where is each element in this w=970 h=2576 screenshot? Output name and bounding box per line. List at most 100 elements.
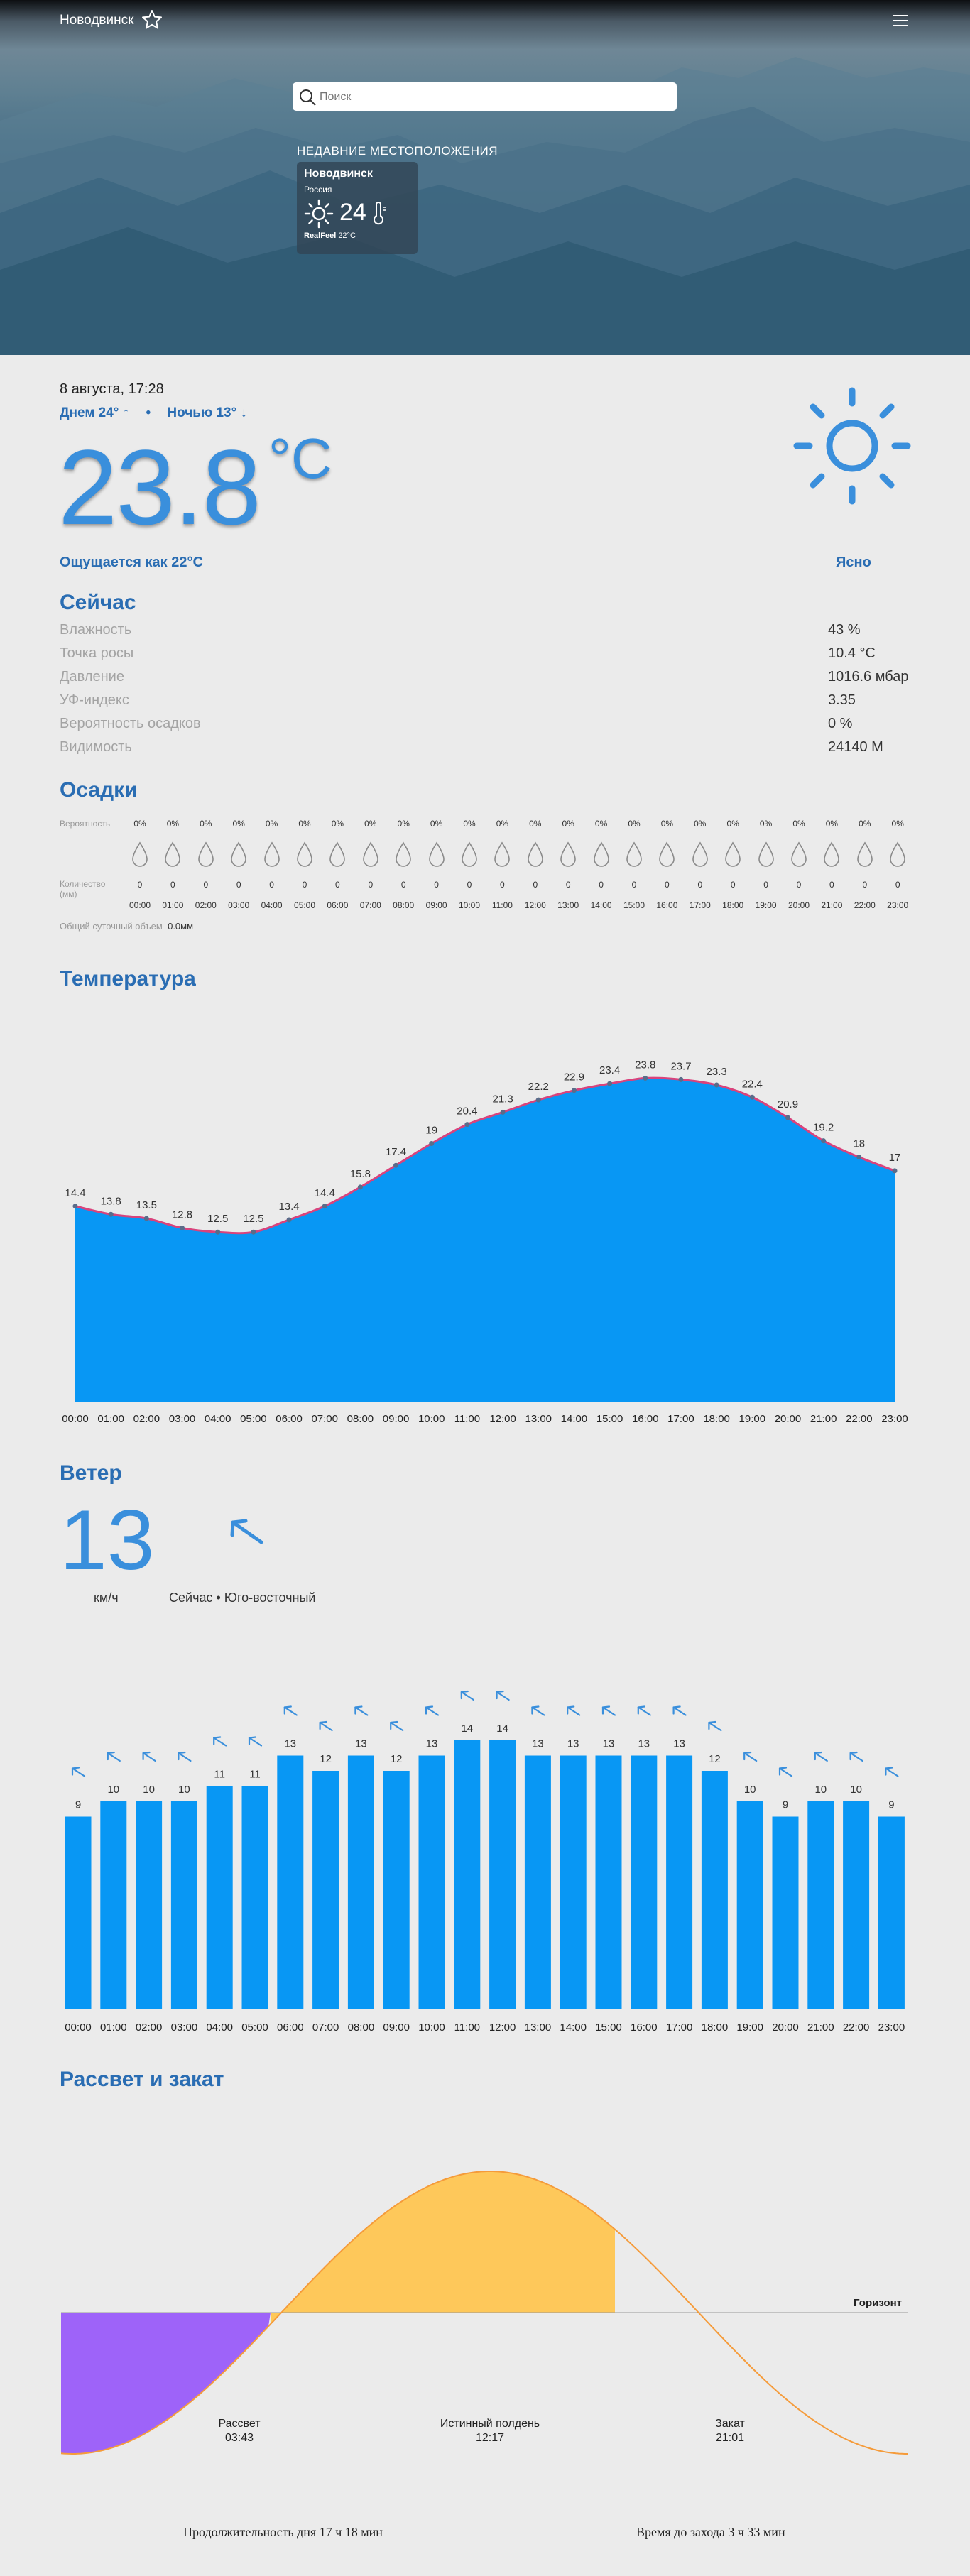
wind-value-label: 13 xyxy=(603,1738,615,1750)
wind-hour-label: 16:00 xyxy=(631,2021,658,2031)
temperature-hour-label: 04:00 xyxy=(205,1413,231,1425)
temperature-hour-label: 20:00 xyxy=(775,1413,802,1425)
temperature-value-label: 12.8 xyxy=(172,1208,192,1221)
temperature-area xyxy=(75,1078,895,1402)
wind-direction-arrow-icon xyxy=(248,1736,263,1747)
wind-hour-label: 10:00 xyxy=(418,2021,445,2031)
raindrop-icon xyxy=(263,841,280,867)
wind-value-label: 10 xyxy=(850,1784,862,1796)
wind-direction-arrow-icon xyxy=(496,1690,510,1701)
sunset-time: 21:01 xyxy=(716,2432,744,2444)
temperature-hour-label: 09:00 xyxy=(383,1413,410,1425)
current-temperature: 23.8 xyxy=(58,427,261,547)
precip-hour: 17:00 xyxy=(689,900,711,910)
temperature-line xyxy=(75,1076,895,1235)
raindrop-icon xyxy=(527,841,543,867)
recent-country: Россия xyxy=(304,185,332,195)
noon-time: 12:17 xyxy=(476,2432,504,2444)
wind-bar xyxy=(170,1801,197,2009)
wind-hour-label: 03:00 xyxy=(171,2021,198,2031)
wind-bar xyxy=(383,1771,410,2009)
precip-hour: 16:00 xyxy=(656,900,678,910)
wind-direction-arrow-icon xyxy=(178,1751,192,1762)
precip-amount: 0 xyxy=(895,880,900,890)
precip-hour: 13:00 xyxy=(557,900,579,910)
raindrop-icon xyxy=(593,841,609,867)
wind-direction-arrow-icon xyxy=(213,1736,227,1747)
recent-locations-title: НЕДАВНИЕ МЕСТОПОЛОЖЕНИЯ xyxy=(297,144,498,158)
raindrop-icon xyxy=(725,841,741,867)
temperature-value-label: 13.8 xyxy=(101,1195,121,1207)
temperature-value-label: 12.5 xyxy=(243,1213,263,1225)
temperature-value-label: 23.4 xyxy=(599,1064,620,1076)
precip-probability: 0% xyxy=(660,819,674,829)
raindrop-icon xyxy=(329,841,346,867)
temperature-hour-label: 11:00 xyxy=(454,1413,480,1425)
wind-hour-label: 06:00 xyxy=(277,2021,304,2031)
temperature-point xyxy=(643,1075,648,1081)
temperature-hour-label: 18:00 xyxy=(703,1413,730,1425)
wind-bar xyxy=(65,1816,92,2009)
precip-probability: 0% xyxy=(694,819,707,829)
raindrop-icon xyxy=(462,841,477,867)
precip-probability: 0% xyxy=(200,819,212,829)
precip-probability: 0% xyxy=(891,819,904,829)
precip-hour: 00:00 xyxy=(129,900,151,910)
wind-direction-arrow-icon xyxy=(743,1751,758,1762)
precip-amount: 0 xyxy=(236,880,241,890)
current-city-name[interactable]: Новодвинск xyxy=(60,13,134,28)
raindrop-icon xyxy=(626,841,642,867)
wind-value-label: 10 xyxy=(814,1784,827,1796)
search-input[interactable] xyxy=(318,87,662,108)
wind-chart: 9 00:00 10 01:00 10 02:00 10 03:00 11 04:00 11 05:0… xyxy=(65,1690,905,2031)
detail-label: Влажность xyxy=(60,622,132,638)
daily-precip: Общий суточный объем 0.0мм xyxy=(60,921,194,932)
wind-hour-label: 23:00 xyxy=(878,2021,905,2031)
detail-value: 3.35 xyxy=(828,692,856,708)
wind-value-label: 13 xyxy=(673,1738,685,1750)
precip-hour: 08:00 xyxy=(393,900,415,910)
precip-amount: 0 xyxy=(599,880,604,890)
wind-direction-arrow-icon xyxy=(425,1705,440,1716)
temperature-hour-label: 00:00 xyxy=(62,1413,89,1425)
temperature-point xyxy=(251,1229,256,1235)
raindrop-icon xyxy=(560,841,576,867)
raindrop-icon xyxy=(231,841,246,867)
precip-hour: 21:00 xyxy=(821,900,843,910)
precip-prob-label: Вероятность xyxy=(60,819,111,829)
temperature-point xyxy=(500,1109,506,1115)
temperature-hour-label: 05:00 xyxy=(240,1413,267,1425)
temperature-point xyxy=(785,1115,790,1120)
hamburger-menu-icon[interactable] xyxy=(892,13,909,28)
wind-speed: 13 xyxy=(60,1492,155,1588)
search-icon xyxy=(300,89,316,106)
recent-location-card[interactable]: Новодвинск Россия 24 RealFeel 22°C xyxy=(297,162,418,254)
detail-row: Давление 1016.6 мбар xyxy=(60,669,912,690)
current-datetime: 8 августа, 17:28 xyxy=(60,381,164,397)
precip-probability: 0% xyxy=(496,819,509,829)
details-title: Сейчас xyxy=(60,591,136,614)
hero-banner: Новодвинск НЕДАВНИЕ МЕСТОПОЛОЖЕНИЯ Новод… xyxy=(0,0,970,355)
precip-amount: 0 xyxy=(302,880,307,890)
wind-hour-label: 18:00 xyxy=(702,2021,729,2031)
night-area xyxy=(61,2313,271,2454)
favorite-star-icon[interactable] xyxy=(141,9,163,31)
day-length: Продолжительность дня 17 ч 18 мин xyxy=(183,2525,383,2539)
wind-value-label: 12 xyxy=(320,1753,332,1765)
precip-hour: 22:00 xyxy=(854,900,876,910)
noon-label: Истинный полдень xyxy=(440,2418,540,2430)
temperature-title: Температура xyxy=(60,967,196,990)
wind-direction-arrow-icon xyxy=(778,1767,793,1777)
wind-direction-arrow-icon xyxy=(354,1705,369,1716)
wind-direction-arrow-icon xyxy=(390,1720,404,1732)
wind-now: Сейчас • Юго-восточный xyxy=(169,1590,316,1605)
down-arrow-icon: ↓ xyxy=(236,405,247,420)
wind-direction-arrow-icon xyxy=(814,1751,828,1762)
wind-direction-arrow-icon xyxy=(460,1690,474,1701)
search-box[interactable] xyxy=(293,82,677,111)
temperature-point xyxy=(607,1081,613,1086)
wind-bar xyxy=(595,1755,622,2009)
night-temp: Ночью 13° xyxy=(167,405,237,420)
wind-direction-arrow-icon xyxy=(849,1751,863,1762)
detail-row: Вероятность осадков 0 % xyxy=(60,716,912,737)
